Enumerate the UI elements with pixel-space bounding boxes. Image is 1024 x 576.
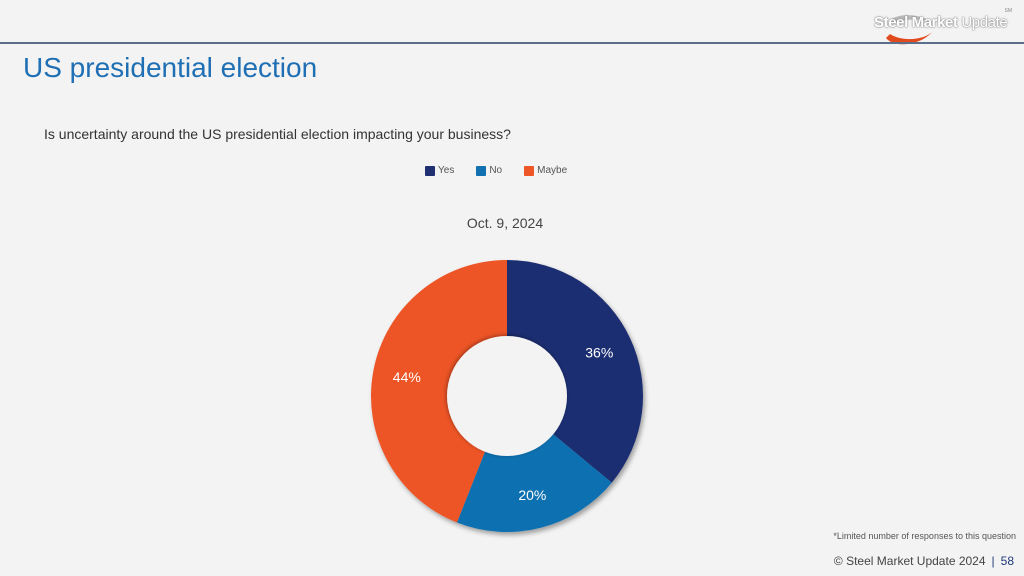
legend-label-no: No — [489, 165, 503, 176]
legend-swatch-no — [476, 165, 487, 176]
legend-swatch-yes — [425, 165, 435, 176]
steel-market-update-logo: Steel Market Update SM — [862, 4, 1013, 45]
legend-item-maybe: Maybe — [524, 165, 567, 176]
donut-chart: 36% 20% 44% — [356, 252, 656, 542]
donut-label-yes: 36% — [585, 345, 613, 361]
footer-copyright: © Steel Market Update 2024 — [833, 554, 986, 568]
donut-chart-svg: 36% 20% 44% — [370, 260, 643, 532]
chart-legend: Yes No Maybe — [425, 165, 589, 176]
chart-subtitle: Oct. 9, 2024 — [466, 215, 544, 231]
legend-item-no: No — [476, 165, 502, 176]
chart-question: Is uncertainty around the US presidentia… — [44, 126, 511, 142]
page-title: US presidential election — [23, 52, 318, 83]
donut-label-no: 20% — [518, 487, 546, 503]
legend-label-yes: Yes — [438, 165, 455, 176]
page-number: 58 — [1000, 554, 1014, 568]
footer-separator: | — [991, 554, 995, 568]
legend-label-maybe: Maybe — [537, 165, 568, 176]
slide-footer: © Steel Market Update 2024 | 58 — [834, 554, 1014, 568]
legend-swatch-maybe — [524, 165, 535, 176]
donut-label-maybe: 44% — [393, 369, 421, 385]
logo-swoosh-icon — [886, 15, 934, 45]
header-divider — [0, 42, 1024, 44]
donut-slice-maybe — [370, 260, 507, 523]
logo-trademark: SM — [1004, 8, 1013, 14]
legend-item-yes: Yes — [425, 165, 454, 176]
donut-slice-yes — [507, 260, 643, 483]
donut-hole — [447, 336, 567, 456]
logo-text: Steel Market Update — [874, 14, 1008, 31]
footnote: *Limited number of responses to this que… — [833, 531, 1016, 541]
